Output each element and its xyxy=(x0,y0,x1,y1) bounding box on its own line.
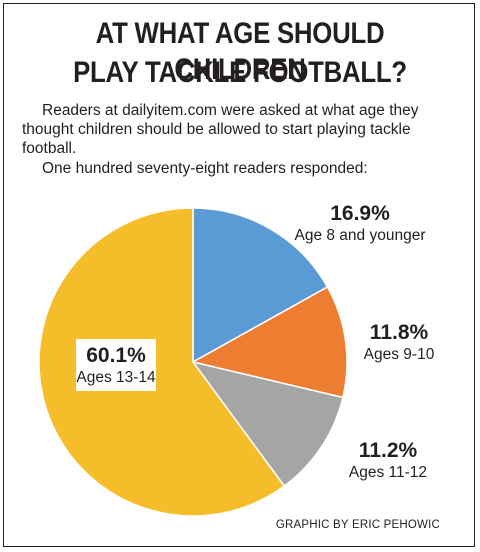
slice-label-age-8-and-younger: 16.9% Age 8 and younger xyxy=(280,202,440,245)
slice-label-ages-9-10: 11.8% Ages 9-10 xyxy=(354,321,444,364)
slice-category-label: Ages 13-14 xyxy=(76,369,156,386)
chart-subtitle: Readers at dailyitem.com were asked at w… xyxy=(22,102,419,157)
chart-title-line-1: AT WHAT AGE SHOULD CHILDREN xyxy=(95,17,385,86)
chart-title-line-2: PLAY TACKLE FOOTBALL? xyxy=(73,56,407,89)
pie-slice-ages-11-12 xyxy=(191,360,344,488)
slice-value-label: 11.8% xyxy=(369,321,429,344)
chart-note: One hundred seventy-eight readers respon… xyxy=(42,160,368,177)
slice-value-label: 16.9% xyxy=(330,202,390,225)
pie-slice-age-8-and-younger xyxy=(192,207,329,364)
graphic-credit: GRAPHIC BY ERIC PEHOWIC xyxy=(275,519,440,531)
slice-label-ages-11-12: 11.2% Ages 11-12 xyxy=(338,439,438,482)
slice-category-label: Age 8 and younger xyxy=(294,227,426,244)
slice-category-label: Ages 11-12 xyxy=(348,464,428,481)
slice-category-label: Ages 9-10 xyxy=(363,346,435,363)
pie-slice-ages-13-14 xyxy=(38,207,286,517)
pie-slice-ages-9-10 xyxy=(190,285,348,399)
slice-value-label: 60.1% xyxy=(86,344,146,367)
slice-label-ages-13-14: 60.1% Ages 13-14 xyxy=(76,339,156,391)
slice-value-label: 11.2% xyxy=(358,439,418,462)
